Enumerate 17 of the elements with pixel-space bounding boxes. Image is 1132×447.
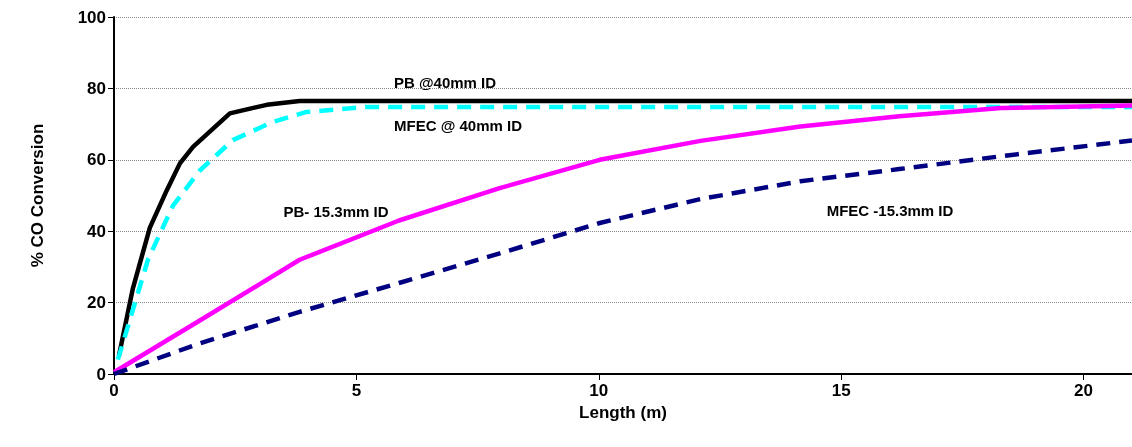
series-label: PB @40mm ID (393, 73, 497, 91)
x-tick-label: 0 (109, 381, 119, 400)
x-tick-label: 20 (1074, 381, 1093, 400)
y-tick-label: 0 (96, 364, 106, 384)
series-label: MFEC @ 40mm ID (394, 116, 523, 134)
y-tick-label: 20 (87, 293, 106, 313)
series-label: MFEC -15.3mm ID (826, 201, 954, 219)
series-label: PB- 15.3mm ID (283, 202, 389, 220)
x-tick-label: 10 (589, 381, 609, 400)
y-tick-label: 100 (77, 7, 106, 27)
x-tick-label: 15 (831, 381, 851, 400)
y-axis-title: % CO Conversion (28, 123, 47, 268)
y-tick-label: 40 (87, 221, 106, 241)
x-tick-label: 5 (351, 381, 362, 400)
y-tick-label: 60 (87, 150, 106, 170)
y-tick-label: 80 (87, 78, 106, 98)
x-axis-title: Length (m) (579, 402, 667, 422)
